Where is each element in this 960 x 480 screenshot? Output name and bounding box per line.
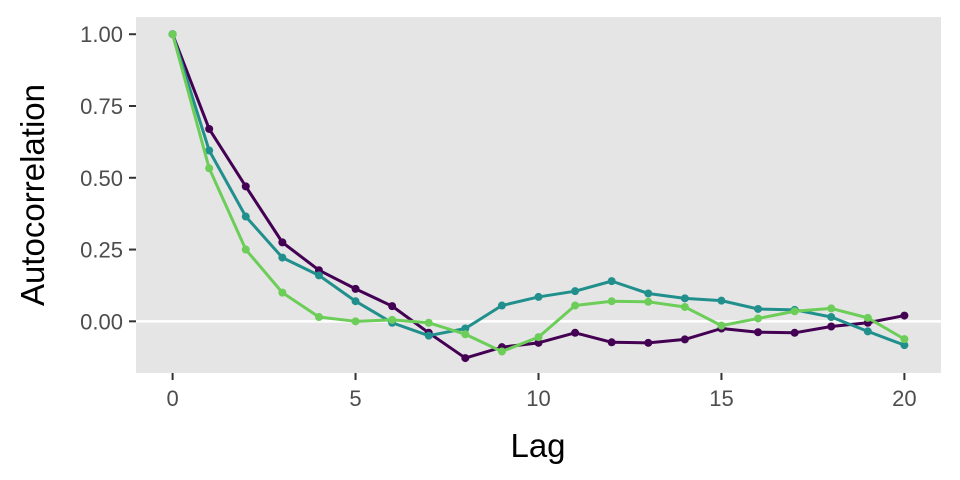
y-tick-label: 0.75	[80, 94, 123, 119]
series-3-point	[717, 321, 726, 330]
x-axis-title: Lag	[510, 427, 565, 464]
series-1-point	[644, 338, 653, 347]
series-3-point	[607, 297, 616, 306]
series-3-point	[571, 301, 580, 310]
series-2-point	[571, 287, 580, 296]
series-1-point	[534, 338, 543, 347]
x-axis: 0 5 10 15 20	[166, 373, 917, 411]
series-2-point	[863, 327, 872, 336]
series-1-point	[351, 284, 360, 293]
series-1-point	[571, 328, 580, 337]
x-tick-label: 15	[709, 386, 733, 411]
series-3-point	[351, 317, 360, 326]
series-2-point	[497, 301, 506, 310]
series-3-point	[827, 304, 836, 313]
series-1-point	[241, 182, 250, 191]
series-3-point	[241, 245, 250, 254]
series-3-point	[461, 330, 470, 339]
y-axis-title: Autocorrelation	[14, 84, 51, 306]
plot-panel	[136, 17, 941, 373]
series-1-point	[790, 328, 799, 337]
series-1-point	[680, 335, 689, 344]
series-3-point	[754, 314, 763, 323]
series-1-point	[754, 328, 763, 337]
series-3-point	[534, 333, 543, 342]
series-2-point	[534, 292, 543, 301]
series-3-point	[900, 335, 909, 344]
x-tick-label: 5	[349, 386, 361, 411]
y-axis: 0.00 0.25 0.50 0.75 1.00	[80, 22, 136, 334]
series-3-point	[168, 30, 177, 39]
y-tick-label: 0.00	[80, 309, 123, 334]
series-2-point	[644, 289, 653, 298]
series-1-point	[607, 338, 616, 347]
series-3-point	[497, 347, 506, 356]
series-2-point	[424, 331, 433, 340]
series-1-point	[278, 238, 287, 247]
series-2-point	[607, 277, 616, 286]
series-layer	[168, 30, 909, 363]
series-1-point	[388, 302, 397, 311]
series-2-point	[314, 271, 323, 280]
x-tick-label: 20	[892, 386, 916, 411]
series-2-point	[827, 313, 836, 322]
series-1-point	[461, 354, 470, 363]
series-1-point	[900, 311, 909, 320]
series-2-point	[351, 297, 360, 306]
series-3	[168, 30, 909, 356]
y-tick-label: 1.00	[80, 22, 123, 47]
series-3-point	[424, 318, 433, 327]
series-2-point	[461, 324, 470, 333]
x-tick-label: 10	[526, 386, 550, 411]
series-1-point	[205, 124, 214, 133]
series-3-point	[205, 164, 214, 173]
series-2-point	[754, 304, 763, 313]
series-2-point	[900, 341, 909, 350]
y-tick-label: 0.50	[80, 166, 123, 191]
series-3-point	[790, 307, 799, 316]
series-1-point	[827, 322, 836, 331]
series-2-point	[205, 146, 214, 155]
series-2-point	[717, 296, 726, 305]
series-2-point	[278, 253, 287, 262]
series-3-point	[314, 313, 323, 322]
y-tick-label: 0.25	[80, 238, 123, 263]
series-3-point	[863, 313, 872, 322]
series-3-point	[680, 302, 689, 311]
series-3-point	[644, 297, 653, 306]
series-3-point	[388, 315, 397, 324]
series-2-point	[680, 294, 689, 303]
series-2-point	[241, 212, 250, 221]
x-tick-label: 0	[166, 386, 178, 411]
series-3-point	[278, 288, 287, 297]
